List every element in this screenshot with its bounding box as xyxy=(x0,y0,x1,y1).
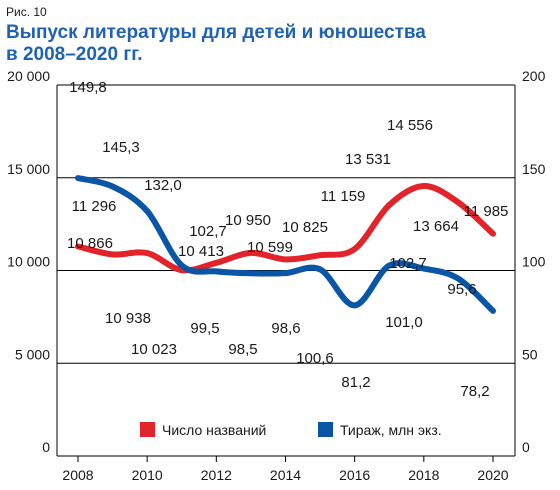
data-label-titles: 13 664 xyxy=(413,218,459,235)
data-label-titles: 14 556 xyxy=(387,117,433,134)
data-label-circulation: 81,2 xyxy=(341,374,370,391)
y-left-tick-label: 10 000 xyxy=(7,254,50,270)
series-line-circulation xyxy=(75,175,496,314)
data-label-circulation: 98,5 xyxy=(228,341,257,358)
y-right-tick-label: 50 xyxy=(522,346,538,362)
chart-title: Выпуск литературы для детей и юношества … xyxy=(6,22,426,65)
y-right-tick-label: 150 xyxy=(522,161,546,177)
x-tick-label: 2016 xyxy=(339,467,370,483)
x-tick-label: 2008 xyxy=(62,467,93,483)
data-label-circulation: 101,0 xyxy=(385,314,423,331)
y-left-tick-label: 20 000 xyxy=(7,68,50,84)
data-label-titles: 11 296 xyxy=(72,198,117,215)
x-tick-label: 2010 xyxy=(132,467,163,483)
data-label-titles: 10 599 xyxy=(247,239,293,256)
data-label-titles: 10 825 xyxy=(282,219,328,236)
data-label-circulation: 98,6 xyxy=(271,320,300,337)
data-label-circulation: 102,7 xyxy=(189,223,227,240)
y-right-tick-label: 200 xyxy=(522,68,546,84)
y-left-tick-label: 15 000 xyxy=(7,161,50,177)
data-label-titles: 10 413 xyxy=(178,243,224,260)
legend-label-titles: Число названий xyxy=(162,422,266,438)
y-left-tick-label: 5 000 xyxy=(15,346,50,362)
y-right-tick-label: 0 xyxy=(522,439,530,455)
data-label-circulation: 145,3 xyxy=(102,139,140,156)
data-label-titles: 10 866 xyxy=(67,235,113,252)
figure-label: Рис. 10 xyxy=(6,5,47,19)
x-tick-label: 2018 xyxy=(408,467,439,483)
legend-swatch-circulation xyxy=(318,422,333,437)
data-label-circulation: 149,8 xyxy=(69,79,107,96)
legend-label-circulation: Тираж, млн экз. xyxy=(340,422,442,438)
x-tick-label: 2012 xyxy=(201,467,232,483)
data-label-titles: 11 159 xyxy=(321,188,366,205)
x-tick-label: 2014 xyxy=(270,467,301,483)
y-left-tick-label: 0 xyxy=(42,439,50,455)
data-label-circulation: 132,0 xyxy=(144,177,182,194)
y-right-tick-label: 100 xyxy=(522,254,546,270)
data-label-circulation: 78,2 xyxy=(460,383,489,400)
data-label-circulation: 99,5 xyxy=(190,320,219,337)
data-label-titles: 10 950 xyxy=(225,212,271,229)
series-line-titles xyxy=(75,183,496,274)
data-label-circulation: 100,6 xyxy=(296,350,334,367)
data-label-circulation: 102,7 xyxy=(389,255,427,272)
legend-swatch-titles xyxy=(140,422,155,437)
data-label-circulation: 95,6 xyxy=(447,281,476,298)
data-label-titles: 10 938 xyxy=(105,310,151,327)
data-label-titles: 10 023 xyxy=(131,341,177,358)
data-label-titles: 11 985 xyxy=(464,203,509,220)
data-label-titles: 13 531 xyxy=(345,151,391,168)
x-tick-label: 2020 xyxy=(477,467,508,483)
